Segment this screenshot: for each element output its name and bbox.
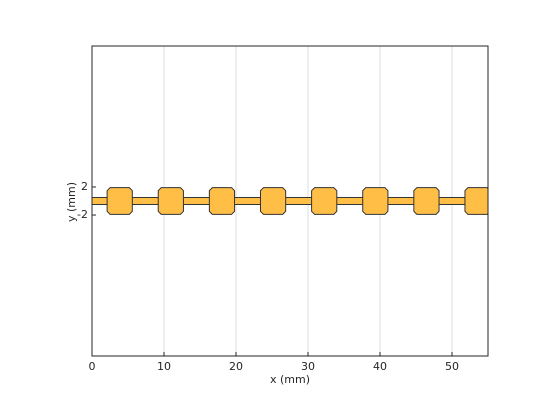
- pad: [413, 187, 440, 215]
- pad: [157, 187, 184, 215]
- x-tick-label: 50: [445, 360, 459, 373]
- ticks: 0 10 20 30 40 50 -2 2: [77, 180, 459, 373]
- y-tick-label: -2: [77, 208, 88, 221]
- pad: [311, 187, 338, 215]
- x-tick-label: 10: [157, 360, 171, 373]
- x-tick-label: 0: [89, 360, 96, 373]
- pad: [106, 187, 133, 215]
- strip-line: [92, 196, 488, 206]
- x-axis-label: x (mm): [270, 373, 310, 386]
- pad: [208, 187, 236, 215]
- y-tick-label: 2: [81, 180, 88, 193]
- pad: [362, 187, 389, 215]
- axes-box: [91, 45, 489, 357]
- x-tick-label: 20: [229, 360, 243, 373]
- layout-marks: [92, 187, 488, 215]
- pad: [464, 187, 488, 215]
- x-tick-label: 30: [301, 360, 315, 373]
- y-axis-label: y (mm): [65, 182, 78, 222]
- pad: [259, 187, 287, 215]
- x-tick-label: 40: [373, 360, 387, 373]
